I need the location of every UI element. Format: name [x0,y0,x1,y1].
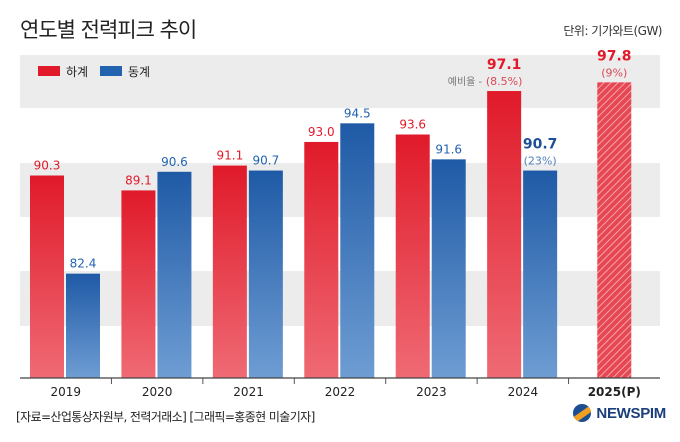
legend-swatch [38,66,60,76]
bar-peak [523,170,558,378]
bar-peak [248,170,283,378]
reserve-ratio-caption: 예비율 - [448,76,483,88]
value-label-limit: 91.1 [216,149,243,163]
bar-peak [66,273,100,378]
grid-band [20,271,660,326]
bar-limit [487,91,522,379]
value-label-limit: 89.1 [125,173,152,187]
reserve-ratio-label: (9%) [601,66,627,79]
reserve-ratio-label: (23%) [524,155,557,168]
source-credit: [자료=산업통상자원부, 전력거래소] [그래픽=홍종현 미술기자] [16,410,315,424]
value-label-limit: 90.3 [34,159,61,173]
bar-limit [212,165,247,378]
chart-title: 연도별 전력피크 추이 [20,18,197,42]
bar-limit [395,134,430,378]
value-label-peak: 90.6 [161,155,188,169]
bar-limit [121,190,156,378]
bar-limit [597,82,632,378]
bar-limit [304,141,339,378]
value-label-peak: 90.7 [523,137,558,153]
bar-limit [30,175,64,378]
value-label-limit: 97.1 [487,57,522,73]
x-tick-label: 2022 [325,385,356,399]
newspim-logo-icon [573,404,592,422]
legend-label: 하계 [66,65,88,79]
value-label-peak: 94.5 [344,106,371,120]
legend-swatch [100,66,122,76]
bar-peak [340,123,375,378]
x-tick-label: 2023 [416,385,447,399]
bar-peak [157,171,192,378]
newspim-logo: NEWSPIM [573,404,666,422]
value-label-peak: 82.4 [70,257,97,271]
x-tick-label: 2019 [50,385,81,399]
bar-chart: 하계 동계 90.3 82.4 89.1 90.6 91.1 90.7 93.0 94.5 93.… [20,48,660,399]
reserve-ratio-label: (8.5%) [486,75,523,88]
grid-band [20,55,660,108]
newspim-logo-text: NEWSPIM [596,404,666,422]
unit-label: 단위: 기가와트(GW) [563,24,662,38]
value-label-peak: 90.7 [252,154,279,168]
bar-peak [431,159,466,378]
grid-band [20,163,660,217]
x-tick-label: 2024 [508,385,539,399]
x-tick-label: 2025(P) [588,385,641,399]
value-label-limit: 93.0 [308,125,335,139]
legend-label: 동계 [128,65,150,79]
x-tick-label: 2021 [233,385,264,399]
x-tick-label: 2020 [142,385,173,399]
value-label-limit: 97.8 [597,48,632,64]
value-label-limit: 93.6 [399,118,426,132]
value-label-peak: 91.6 [435,142,462,156]
